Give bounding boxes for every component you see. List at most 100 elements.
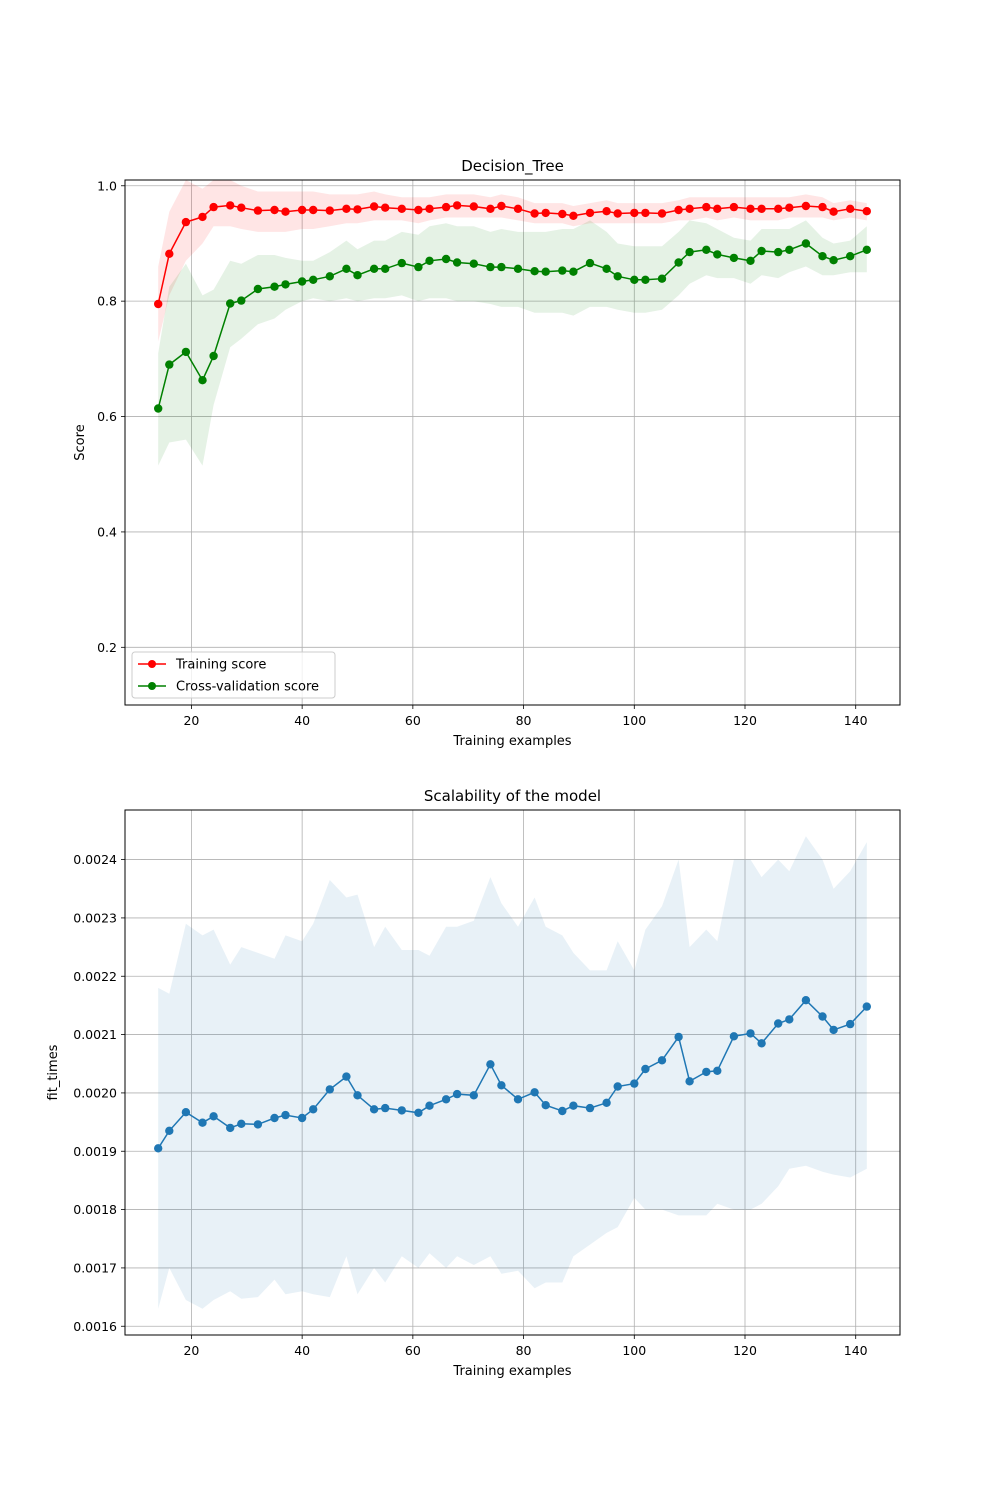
data-point xyxy=(801,201,811,211)
data-point xyxy=(541,208,550,218)
data-point xyxy=(630,275,639,284)
data-point xyxy=(513,264,523,273)
data-point xyxy=(226,299,235,308)
data-point xyxy=(530,267,539,276)
data-point xyxy=(181,1108,191,1117)
data-point xyxy=(397,258,406,268)
data-point xyxy=(425,204,434,213)
data-point xyxy=(641,275,650,284)
data-point xyxy=(729,202,739,212)
y-tick-label: 0.0018 xyxy=(73,1202,117,1217)
data-point xyxy=(281,207,290,216)
data-point xyxy=(657,274,667,283)
data-point xyxy=(674,205,683,215)
data-point xyxy=(774,204,783,213)
legend-label: Training score xyxy=(175,658,266,673)
data-point xyxy=(209,351,218,361)
data-point xyxy=(774,1019,783,1028)
x-axis-label: Training examples xyxy=(452,734,571,749)
data-point xyxy=(209,202,218,212)
y-ticks: 0.2 0.4 0.6 0.8 1.0 xyxy=(97,178,125,655)
data-point xyxy=(757,1039,766,1048)
data-point xyxy=(154,299,163,309)
data-point xyxy=(325,272,334,281)
data-point xyxy=(713,250,722,259)
data-point xyxy=(641,1064,650,1074)
data-point xyxy=(602,1098,611,1108)
data-point xyxy=(613,272,622,281)
data-point xyxy=(452,1089,462,1099)
legend-item-cross-validation: Cross-validation score xyxy=(138,680,319,695)
data-point xyxy=(381,1103,390,1113)
data-point xyxy=(198,212,207,222)
y-tick-label: 0.0016 xyxy=(73,1319,117,1334)
data-point xyxy=(602,207,611,216)
legend-item-training: Training score xyxy=(138,658,266,673)
y-tick-label: 1.0 xyxy=(97,178,117,193)
data-point xyxy=(530,1088,539,1097)
x-tick-label: 100 xyxy=(622,713,646,728)
data-point xyxy=(729,253,739,263)
data-point xyxy=(630,1079,639,1088)
data-point xyxy=(297,277,307,286)
data-point xyxy=(585,1103,595,1113)
x-tick-label: 80 xyxy=(516,1343,532,1358)
x-tick-label: 60 xyxy=(405,713,421,728)
data-point xyxy=(657,1056,667,1065)
data-point xyxy=(530,209,539,218)
data-point xyxy=(801,996,811,1005)
x-tick-label: 40 xyxy=(294,1343,310,1358)
data-point xyxy=(558,209,567,219)
data-point xyxy=(685,247,694,257)
data-point xyxy=(774,247,783,257)
data-point xyxy=(452,258,462,267)
data-point xyxy=(270,205,279,215)
data-point xyxy=(226,201,235,210)
data-point xyxy=(785,245,794,254)
y-tick-label: 0.4 xyxy=(97,524,117,539)
data-point xyxy=(497,262,506,272)
data-point xyxy=(342,264,351,273)
chart-decision-tree: 20 40 60 80 100 120 140 0.2 0.4 0.6 0.8 1.0 Decisi… xyxy=(73,157,901,749)
data-point xyxy=(785,203,794,212)
x-tick-label: 120 xyxy=(733,1343,757,1358)
data-point xyxy=(181,217,191,227)
data-point xyxy=(237,1119,246,1129)
y-tick-label: 0.0024 xyxy=(73,852,117,867)
data-point xyxy=(541,1101,550,1110)
data-point xyxy=(674,258,683,267)
data-point xyxy=(469,202,478,211)
data-point xyxy=(353,205,362,214)
data-point xyxy=(353,271,362,280)
data-point xyxy=(746,256,755,265)
series-points xyxy=(154,201,871,413)
data-point xyxy=(641,208,650,218)
x-ticks: 20 40 60 80 100 120 140 xyxy=(183,1335,868,1358)
plot-frame xyxy=(124,179,901,706)
grid-lines xyxy=(125,810,900,1335)
data-point xyxy=(369,202,379,211)
y-tick-label: 0.0023 xyxy=(73,910,117,925)
y-tick-label: 0.0021 xyxy=(73,1027,117,1042)
data-point xyxy=(325,206,334,215)
data-point xyxy=(469,259,478,268)
plot-frame xyxy=(124,809,901,1336)
data-point xyxy=(558,1106,567,1116)
data-point xyxy=(441,202,451,212)
data-point xyxy=(270,282,279,291)
x-tick-label: 20 xyxy=(183,1343,199,1358)
data-point xyxy=(713,1066,722,1076)
data-point xyxy=(497,1081,506,1090)
data-point xyxy=(154,404,163,413)
data-point xyxy=(602,264,611,273)
x-axis-label: Training examples xyxy=(452,1364,571,1379)
y-ticks: 0.0016 0.0017 0.0018 0.0019 0.0020 0.0021 0.00… xyxy=(73,852,125,1334)
legend-swatch-marker xyxy=(148,682,156,690)
x-ticks: 20 40 60 80 100 120 140 xyxy=(183,705,868,728)
data-point xyxy=(846,252,855,261)
data-point xyxy=(181,347,191,357)
chart-title: Decision_Tree xyxy=(461,157,564,176)
data-point xyxy=(630,208,639,218)
data-point xyxy=(325,1085,334,1094)
